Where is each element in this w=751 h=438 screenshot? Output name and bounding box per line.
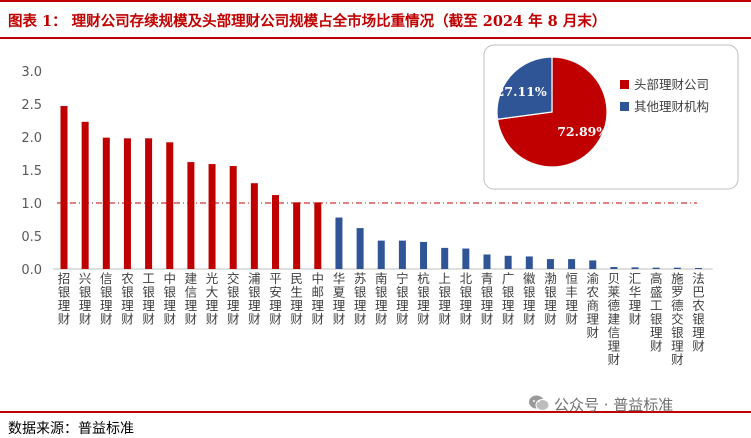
watermark-text: 公众号 · 普益标准 (554, 396, 674, 414)
bar (187, 162, 195, 269)
x-tick-label: 恒丰理财 (565, 271, 578, 327)
x-tick-label: 建信理财 (185, 271, 198, 327)
figure-title: 图表 1： 理财公司存续规模及头部理财公司规模占全市场比重情况（截至 2024 … (8, 13, 607, 30)
x-tick-label: 施罗德交银理财 (671, 271, 684, 367)
bar (504, 255, 512, 269)
y-tick-label: 2.5 (21, 98, 42, 113)
title-bar: 图表 1： 理财公司存续规模及头部理财公司规模占全市场比重情况（截至 2024 … (0, 0, 751, 39)
bar (525, 256, 533, 269)
x-tick-label: 信银理财 (100, 271, 113, 327)
bar (60, 105, 68, 269)
legend-label: 其他理财机构 (634, 99, 709, 114)
bar (335, 217, 343, 269)
bar (420, 241, 428, 269)
bar (81, 121, 89, 269)
bar (398, 240, 406, 269)
bar (631, 267, 639, 269)
bar (377, 240, 385, 269)
x-tick-label: 宁银理财 (396, 271, 409, 327)
x-tick-label: 渝农商理财 (586, 271, 599, 340)
x-tick-label: 民生理财 (290, 271, 303, 327)
x-tick-label: 工银理财 (142, 271, 155, 327)
bar (356, 228, 364, 269)
x-tick-label: 交银理财 (227, 271, 240, 327)
y-tick-label: 0.5 (21, 230, 42, 245)
bar (441, 247, 449, 269)
x-tick-label: 广银理财 (502, 271, 515, 327)
bar (483, 254, 491, 269)
source-text: 数据来源：普益标准 (8, 421, 134, 437)
bar (145, 138, 153, 269)
bar (314, 202, 322, 269)
x-tick-label: 高盛工银理财 (650, 271, 663, 354)
y-tick-label: 0.0 (21, 263, 42, 278)
bar (102, 137, 110, 269)
legend-swatch (620, 102, 629, 111)
x-tick-label: 苏银理财 (354, 271, 367, 327)
bar (293, 202, 301, 269)
bar (166, 142, 174, 269)
x-tick-label: 浦银理财 (248, 271, 261, 327)
bar (568, 259, 576, 269)
bar (208, 164, 216, 269)
x-tick-label: 平安理财 (269, 271, 282, 327)
source-bar: 数据来源：普益标准 (0, 411, 751, 438)
x-tick-label: 南银理财 (375, 271, 388, 327)
x-tick-label: 汇华理财 (629, 271, 642, 327)
x-tick-label: 农银理财 (121, 271, 134, 327)
legend-label: 头部理财公司 (634, 77, 709, 92)
x-tick-label: 兴银理财 (79, 271, 92, 327)
x-tick-label: 青银理财 (481, 271, 494, 327)
x-tick-label: 渤银理财 (544, 271, 557, 327)
x-tick-label: 华夏理财 (333, 271, 346, 327)
x-tick-label: 中银理财 (163, 271, 176, 327)
y-tick-label: 1.0 (21, 197, 42, 212)
bar (610, 267, 618, 269)
bar (462, 248, 470, 269)
x-tick-label: 法巴农银理财 (692, 271, 705, 354)
y-tick-label: 1.5 (21, 164, 42, 179)
x-tick-label: 招银理财 (58, 271, 71, 327)
pie-slice (496, 56, 553, 120)
y-tick-label: 2.0 (21, 131, 42, 146)
bar (546, 259, 554, 269)
x-tick-label: 上银理财 (438, 271, 451, 327)
bar (652, 267, 660, 269)
x-tick-label: 中邮理财 (312, 271, 325, 327)
chart-area: 0.0 0.5 1.0 1.5 2.0 2.5 3.0 招银理财兴银理财信银理财农银理财工银… (21, 44, 739, 367)
y-tick-label: 3.0 (21, 65, 42, 80)
x-tick-label: 贝莱德建信理财 (608, 271, 621, 367)
bar (123, 138, 131, 269)
x-axis-labels: 招银理财兴银理财信银理财农银理财工银理财中银理财建信理财光大理财交银理财浦银理财… (58, 271, 706, 367)
bars (60, 105, 702, 269)
bar (272, 195, 279, 269)
bar (695, 268, 702, 269)
bar (250, 183, 258, 269)
bar (229, 166, 237, 269)
x-tick-label: 杭银理财 (417, 271, 430, 327)
legend-swatch (620, 80, 629, 89)
wechat-icon (529, 395, 550, 411)
pie-data-label: 27.11% (496, 84, 547, 99)
pie-data-label: 72.89% (557, 124, 608, 139)
x-tick-label: 徽银理财 (523, 271, 536, 327)
bar (673, 267, 681, 269)
x-tick-label: 光大理财 (206, 271, 219, 327)
x-tick-label: 北银理财 (460, 271, 473, 327)
bar (589, 260, 597, 269)
